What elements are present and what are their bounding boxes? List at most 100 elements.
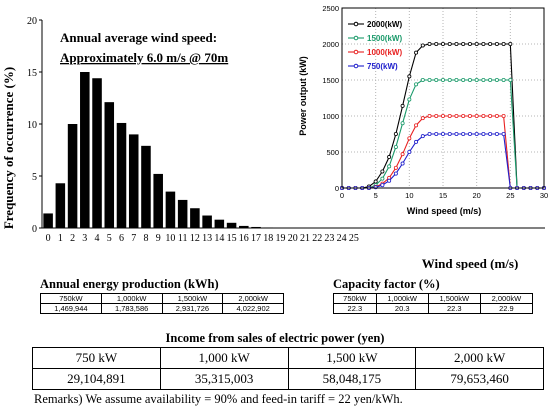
energy-header-row: 750kW 1,000kW 1,500kW 2,000kW (40, 293, 284, 304)
power-curve-point (447, 78, 452, 83)
histogram-x-tick-label: 18 (263, 233, 273, 244)
power-curve-point (481, 131, 486, 136)
power-curve-point (393, 144, 398, 149)
histogram-x-tick-label: 21 (300, 233, 310, 244)
power-curve-x-tick-label: 0 (340, 191, 344, 200)
power-curve-point (393, 165, 398, 170)
power-curve-point (481, 78, 486, 83)
histogram-bar (92, 78, 102, 229)
power-curve-point (380, 176, 385, 181)
histogram-y-tick-label: 5 (32, 172, 37, 183)
power-curve-y-tick-label: 1000 (322, 112, 339, 121)
histogram-x-tick-label: 6 (119, 233, 124, 244)
histogram-x-tick-label: 3 (82, 233, 87, 244)
power-curve-point (454, 114, 459, 119)
power-curve-point (454, 131, 459, 136)
energy-value-row: 1,469,944 1,783,586 2,931,726 4,022,902 (40, 303, 284, 314)
histogram-bar (128, 134, 139, 228)
power-curve-x-tick-label: 20 (472, 191, 480, 200)
annotation-line-2: Approximately 6.0 m/s @ 70m (60, 50, 228, 65)
income-title: Income from sales of electric power (yen… (165, 331, 385, 345)
income-header-cell: 1,500 kW (287, 347, 417, 369)
histogram-bar (214, 219, 225, 228)
power-curve-point (400, 161, 405, 166)
histogram-bar (202, 215, 212, 228)
histogram-x-tick-label: 7 (131, 233, 136, 244)
power-curve-point (474, 114, 479, 119)
histogram-x-tick-label: 2 (70, 233, 75, 244)
power-curve-point (400, 121, 405, 126)
histogram-y-axis-label: Frequency of occurrence (%) (1, 67, 16, 229)
income-header-cell: 750 kW (32, 347, 161, 369)
power-curve-point (420, 78, 425, 83)
power-curve-point (447, 131, 452, 136)
power-curve-point (427, 114, 432, 119)
power-curve-point (393, 171, 398, 176)
histogram-x-tick-label: 10 (165, 233, 175, 244)
power-curve-point (467, 131, 472, 136)
power-curve-point (461, 78, 466, 83)
income-value-cell: 29,104,891 (32, 368, 161, 390)
legend-marker (353, 35, 359, 41)
capacity-value-cell: 22.3 (427, 303, 481, 314)
power-curve-y-tick-label: 2000 (322, 40, 339, 49)
power-curve-point (414, 50, 419, 55)
histogram-x-tick-label: 8 (143, 233, 148, 244)
capacity-value-row: 22.3 20.3 22.3 22.9 (333, 303, 534, 314)
legend-marker (353, 21, 359, 27)
power-curve-point (474, 131, 479, 136)
power-curve-point (400, 103, 405, 108)
power-curve-point (440, 131, 445, 136)
income-value-cell: 35,315,003 (159, 368, 289, 390)
income-value-cell: 79,653,460 (415, 368, 544, 390)
capacity-header-cell: 1,500kW (427, 293, 481, 304)
income-value-row: 29,104,891 35,315,003 58,048,175 79,653,… (32, 368, 544, 390)
power-curve-x-tick-label: 5 (374, 191, 378, 200)
power-curve-point (481, 42, 486, 47)
histogram-bar (43, 213, 53, 228)
income-table: 750 kW 1,000 kW 1,500 kW 2,000 kW 29,104… (32, 347, 544, 390)
histogram-x-tick-label: 23 (324, 233, 334, 244)
power-curve-point (454, 42, 459, 47)
histogram-bar (67, 124, 78, 228)
histogram-x-tick-label: 16 (239, 233, 249, 244)
power-curve-point (427, 78, 432, 83)
power-curve-point (434, 114, 439, 119)
power-curve-point (380, 183, 385, 188)
histogram-x-tick-label: 17 (251, 233, 261, 244)
capacity-value-cell: 22.3 (333, 303, 377, 314)
power-curve-point (407, 149, 412, 154)
histogram-x-tick-label: 5 (107, 233, 112, 244)
histogram-x-tick-label: 11 (178, 233, 188, 244)
histogram-y-tick-label: 15 (27, 68, 37, 79)
legend-label: 1500(kW) (367, 34, 402, 43)
histogram-x-tick-label: 14 (214, 233, 224, 244)
power-curve-y-tick-label: 500 (326, 148, 339, 157)
histogram-x-tick-label: 9 (156, 233, 161, 244)
energy-value-cell: 4,022,902 (222, 303, 284, 314)
power-curve-point (420, 116, 425, 121)
power-curve-point (461, 114, 466, 119)
energy-title: Annual energy production (kWh) (40, 277, 219, 291)
power-curve-point (508, 42, 513, 47)
power-curve-point (387, 155, 392, 160)
legend-label: 2000(kW) (367, 20, 402, 29)
power-curve-point (420, 134, 425, 139)
power-curve-point (494, 42, 499, 47)
power-curve-point (427, 42, 432, 47)
histogram-x-tick-label: 1 (58, 233, 63, 244)
power-curve-point (447, 114, 452, 119)
histogram-bar (165, 191, 176, 228)
power-curve-point (373, 179, 378, 184)
power-curve-point (501, 131, 506, 136)
power-curve-point (494, 114, 499, 119)
power-curve-chart: 0 5 10 15 20 25 30 0 500 1000 1500 2000 2500 2000(kW… (296, 0, 550, 222)
histogram-x-tick-label: 20 (288, 233, 298, 244)
legend-label: 750(kW) (367, 62, 398, 71)
power-curve-point (427, 131, 432, 136)
histogram-bar (116, 122, 127, 228)
histogram-y-tick-label: 10 (27, 120, 37, 131)
power-curve-point (481, 114, 486, 119)
power-curve-y-tick-label: 1500 (322, 76, 339, 85)
power-curve-point (461, 42, 466, 47)
